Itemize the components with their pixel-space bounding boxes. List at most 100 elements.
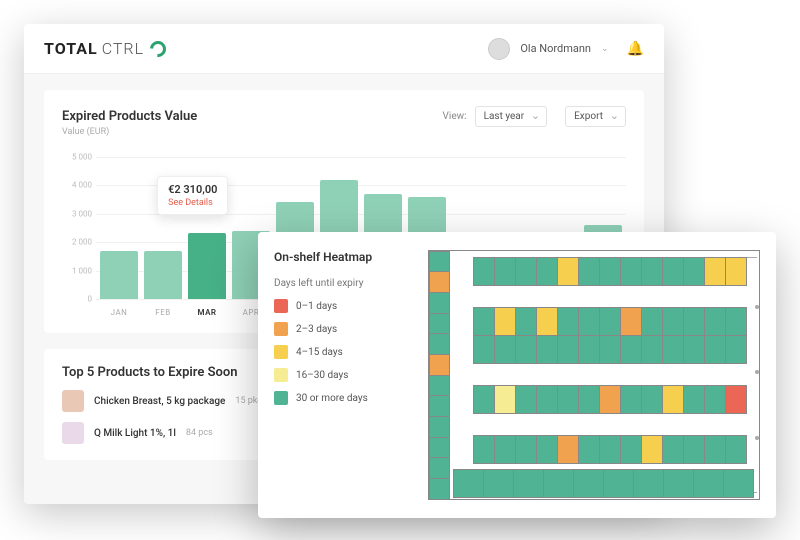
heatmap-cell[interactable] [429,251,450,273]
heatmap-cell[interactable] [641,335,663,364]
heatmap-cell[interactable] [620,385,642,414]
heatmap-cell[interactable] [536,435,558,464]
heatmap-cell[interactable] [494,257,516,286]
heatmap-cell[interactable] [620,307,642,336]
heatmap-cell[interactable] [641,257,663,286]
heatmap-cell[interactable] [515,385,537,414]
heatmap-cell[interactable] [557,257,579,286]
heatmap-cell[interactable] [599,335,621,364]
heatmap-cell[interactable] [515,435,537,464]
heatmap-cell[interactable] [725,385,747,414]
heatmap-cell[interactable] [543,469,574,498]
heatmap-cell[interactable] [662,307,684,336]
heatmap-cell[interactable] [704,257,726,286]
heatmap-cell[interactable] [429,313,450,335]
heatmap-cell[interactable] [641,307,663,336]
heatmap-cell[interactable] [494,435,516,464]
heatmap-cell[interactable] [662,385,684,414]
heatmap-cell[interactable] [429,395,450,417]
heatmap-cell[interactable] [704,307,726,336]
heatmap-cell[interactable] [723,469,754,498]
heatmap-cell[interactable] [578,385,600,414]
heatmap-cell[interactable] [704,335,726,364]
heatmap-cell[interactable] [494,307,516,336]
heatmap-cell[interactable] [641,385,663,414]
heatmap-cell[interactable] [725,335,747,364]
heatmap-cell[interactable] [473,257,495,286]
heatmap-cell[interactable] [578,435,600,464]
heatmap-shelf [453,469,753,497]
heatmap-cell[interactable] [473,307,495,336]
bar[interactable] [188,233,226,299]
heatmap-cell[interactable] [557,335,579,364]
tooltip-link[interactable]: See Details [168,198,217,208]
heatmap-cell[interactable] [573,469,604,498]
avatar[interactable] [488,38,510,60]
heatmap-cell[interactable] [599,435,621,464]
heatmap-cell[interactable] [683,385,705,414]
heatmap-cell[interactable] [725,257,747,286]
heatmap-cell[interactable] [641,435,663,464]
heatmap-cell[interactable] [473,335,495,364]
username-label[interactable]: Ola Nordmann [520,42,591,55]
heatmap-cell[interactable] [429,437,450,459]
bell-icon[interactable]: 🔔 [627,41,644,57]
heatmap-cell[interactable] [620,335,642,364]
heatmap-floorplan [428,250,760,500]
heatmap-cell[interactable] [683,435,705,464]
heatmap-cell[interactable] [683,335,705,364]
heatmap-cell[interactable] [578,257,600,286]
heatmap-cell[interactable] [725,307,747,336]
heatmap-cell[interactable] [662,257,684,286]
heatmap-cell[interactable] [536,385,558,414]
heatmap-cell[interactable] [633,469,664,498]
heatmap-cell[interactable] [473,435,495,464]
bar[interactable] [100,251,138,299]
heatmap-cell[interactable] [704,385,726,414]
heatmap-cell[interactable] [515,257,537,286]
heatmap-cell[interactable] [578,307,600,336]
heatmap-cell[interactable] [599,385,621,414]
heatmap-cell[interactable] [429,478,450,500]
heatmap-cell[interactable] [662,335,684,364]
heatmap-cell[interactable] [494,385,516,414]
chevron-down-icon[interactable]: ⌄ [601,44,609,54]
heatmap-cell[interactable] [536,335,558,364]
heatmap-cell[interactable] [620,435,642,464]
heatmap-cell[interactable] [473,385,495,414]
heatmap-cell[interactable] [429,333,450,355]
heatmap-cell[interactable] [536,257,558,286]
heatmap-cell[interactable] [704,435,726,464]
export-select[interactable]: Export [565,106,626,127]
heatmap-cell[interactable] [557,385,579,414]
heatmap-cell[interactable] [429,375,450,397]
heatmap-cell[interactable] [662,435,684,464]
heatmap-cell[interactable] [683,307,705,336]
heatmap-cell[interactable] [513,469,544,498]
heatmap-cell[interactable] [557,435,579,464]
heatmap-cell[interactable] [429,354,450,376]
brand-logo[interactable]: TOTALCTRL [44,39,166,58]
heatmap-cell[interactable] [620,257,642,286]
heatmap-cell[interactable] [693,469,724,498]
heatmap-cell[interactable] [536,307,558,336]
bar[interactable] [144,251,182,299]
heatmap-cell[interactable] [599,257,621,286]
heatmap-cell[interactable] [599,307,621,336]
heatmap-cell[interactable] [515,307,537,336]
view-select[interactable]: Last year [475,106,548,127]
heatmap-cell[interactable] [725,435,747,464]
heatmap-cell[interactable] [494,335,516,364]
heatmap-cell[interactable] [429,457,450,479]
heatmap-cell[interactable] [683,257,705,286]
heatmap-cell[interactable] [453,469,484,498]
heatmap-cell[interactable] [663,469,694,498]
heatmap-cell[interactable] [483,469,514,498]
heatmap-cell[interactable] [603,469,634,498]
heatmap-cell[interactable] [578,335,600,364]
heatmap-cell[interactable] [429,416,450,438]
heatmap-cell[interactable] [429,271,450,293]
heatmap-cell[interactable] [557,307,579,336]
heatmap-cell[interactable] [429,292,450,314]
heatmap-cell[interactable] [515,335,537,364]
